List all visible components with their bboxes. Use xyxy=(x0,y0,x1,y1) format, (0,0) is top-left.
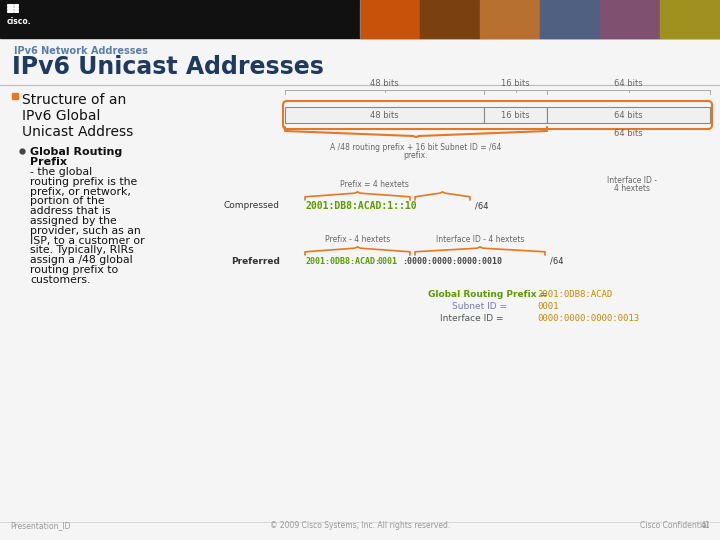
Text: 48 bits: 48 bits xyxy=(370,79,399,88)
Text: prefix, or network,: prefix, or network, xyxy=(30,187,131,197)
Text: Presentation_ID: Presentation_ID xyxy=(10,521,71,530)
Text: Interface ID =: Interface ID = xyxy=(439,314,503,323)
Text: /64: /64 xyxy=(550,256,564,266)
Text: 41: 41 xyxy=(701,521,710,530)
Bar xyxy=(540,0,600,38)
Text: routing prefix to: routing prefix to xyxy=(30,265,118,275)
Bar xyxy=(0,0,720,38)
Text: assign a /48 global: assign a /48 global xyxy=(30,255,132,265)
Text: 64 bits: 64 bits xyxy=(614,79,643,88)
Text: site. Typically, RIRs: site. Typically, RIRs xyxy=(30,245,134,255)
Text: Cisco Confidential: Cisco Confidential xyxy=(640,521,709,530)
Text: 2001:DB8:ACAD:1::10: 2001:DB8:ACAD:1::10 xyxy=(305,201,417,211)
Bar xyxy=(12,93,18,99)
Text: portion of the: portion of the xyxy=(30,197,104,206)
Text: Structure of an: Structure of an xyxy=(22,93,126,107)
Bar xyxy=(480,0,540,38)
Bar xyxy=(600,0,660,38)
Bar xyxy=(420,0,480,38)
Text: 2001:0DB8:ACAD:: 2001:0DB8:ACAD: xyxy=(305,256,380,266)
Bar xyxy=(660,0,720,38)
Text: © 2009 Cisco Systems, Inc. All rights reserved.: © 2009 Cisco Systems, Inc. All rights re… xyxy=(270,521,450,530)
Text: 48 bits: 48 bits xyxy=(370,111,399,119)
Text: Compressed: Compressed xyxy=(224,201,280,211)
Text: customers.: customers. xyxy=(30,275,91,285)
Text: provider, such as an: provider, such as an xyxy=(30,226,140,236)
Text: Global Routing: Global Routing xyxy=(30,147,122,157)
Text: - the global: - the global xyxy=(30,167,92,177)
Text: Global Routing Prefix =: Global Routing Prefix = xyxy=(428,290,546,299)
Text: 0001: 0001 xyxy=(538,302,559,311)
Text: routing prefix is the: routing prefix is the xyxy=(30,177,138,187)
Text: 4 hextets: 4 hextets xyxy=(613,184,649,193)
Text: ISP, to a customer or: ISP, to a customer or xyxy=(30,235,145,246)
Text: prefix.: prefix. xyxy=(404,151,428,160)
Text: /64: /64 xyxy=(475,201,488,211)
Text: Subnet ID =: Subnet ID = xyxy=(452,302,508,311)
Text: Prefix: Prefix xyxy=(30,157,67,167)
Text: Preferred: Preferred xyxy=(231,256,280,266)
Text: IPv6 Global: IPv6 Global xyxy=(22,109,100,123)
Text: IPv6 Unicast Addresses: IPv6 Unicast Addresses xyxy=(12,55,324,79)
Text: Prefix - 4 hextets: Prefix - 4 hextets xyxy=(325,235,390,244)
Bar xyxy=(484,107,547,123)
Bar xyxy=(547,107,710,123)
Text: 2001:0DB8:ACAD: 2001:0DB8:ACAD xyxy=(538,290,613,299)
Text: 64 bits: 64 bits xyxy=(614,129,643,138)
Text: 0001: 0001 xyxy=(377,256,397,266)
Bar xyxy=(285,107,484,123)
Text: IPv6 Network Addresses: IPv6 Network Addresses xyxy=(14,46,148,56)
Text: Interface ID - 4 hextets: Interface ID - 4 hextets xyxy=(436,235,524,244)
Text: cisco.: cisco. xyxy=(7,17,32,26)
Text: 0000:0000:0000:0013: 0000:0000:0000:0013 xyxy=(538,314,639,323)
Text: Unicast Address: Unicast Address xyxy=(22,125,133,139)
Text: Interface ID -: Interface ID - xyxy=(607,176,657,185)
Bar xyxy=(360,0,420,38)
Text: :0000:0000:0000:0010: :0000:0000:0000:0010 xyxy=(402,256,502,266)
Text: 64 bits: 64 bits xyxy=(614,111,643,119)
Text: assigned by the: assigned by the xyxy=(30,216,117,226)
Text: address that is: address that is xyxy=(30,206,110,216)
Text: 16 bits: 16 bits xyxy=(501,111,530,119)
Text: 16 bits: 16 bits xyxy=(501,79,530,88)
Text: A /48 routing prefix + 16 bit Subnet ID = /64: A /48 routing prefix + 16 bit Subnet ID … xyxy=(330,143,502,152)
Text: Prefix = 4 hextets: Prefix = 4 hextets xyxy=(340,180,409,189)
